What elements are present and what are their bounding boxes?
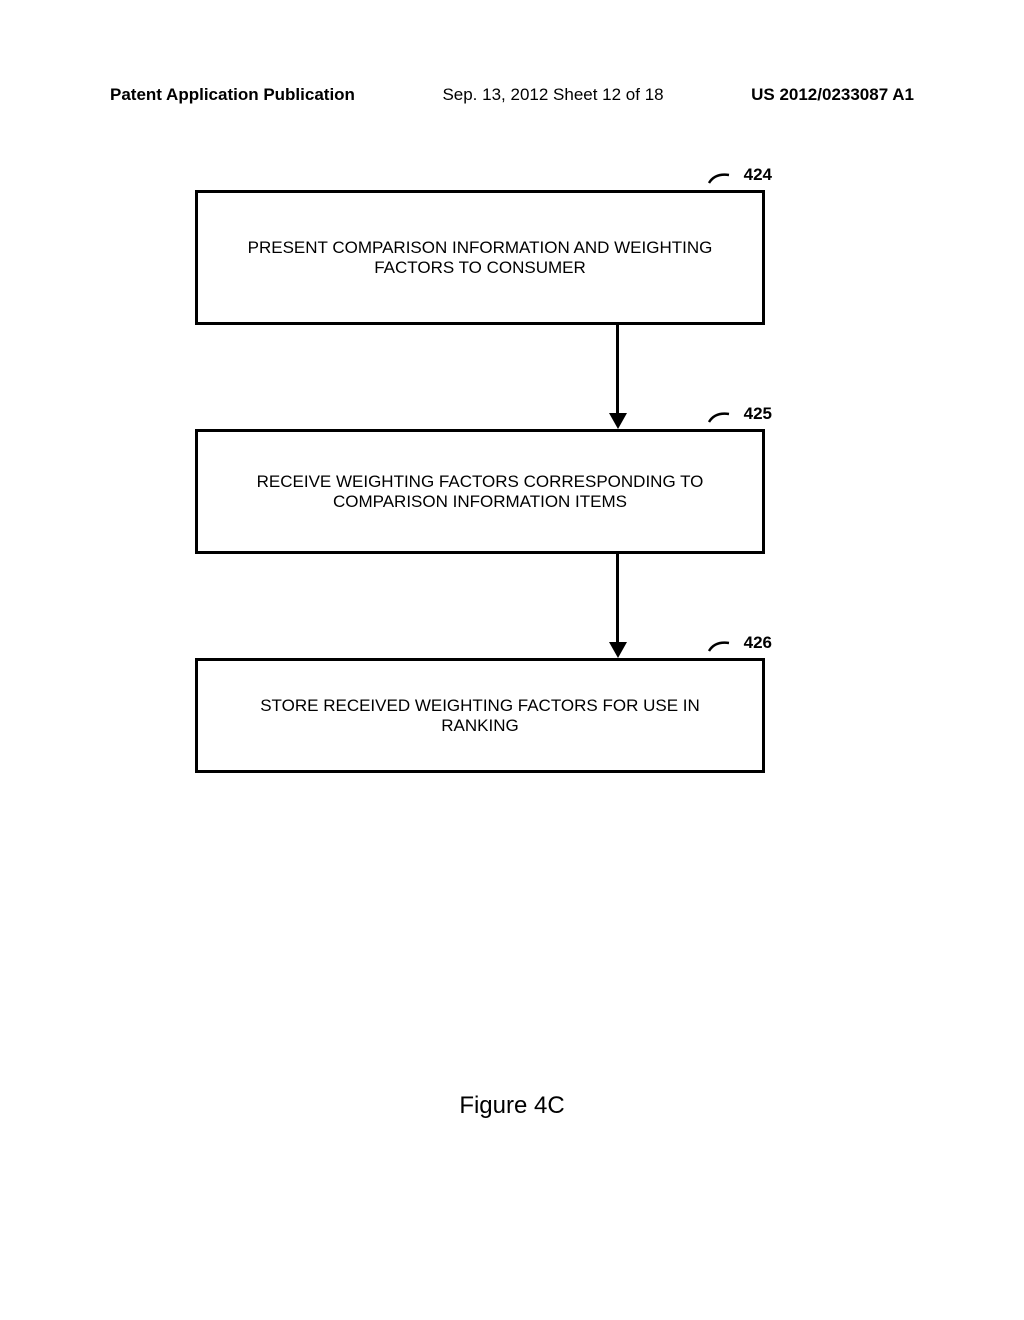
figure-caption: Figure 4C — [0, 1092, 1024, 1120]
date-sheet-info: Sep. 13, 2012 Sheet 12 of 18 — [442, 85, 663, 105]
page-header: Patent Application Publication Sep. 13, … — [0, 85, 1024, 105]
flow-box-425: 425 RECEIVE WEIGHTING FACTORS CORRESPOND… — [195, 429, 765, 554]
label-curve-icon — [707, 171, 732, 186]
box-label-424: 424 — [744, 165, 772, 185]
box-text-426: STORE RECEIVED WEIGHTING FACTORS FOR USE… — [228, 696, 732, 736]
box-text-425: RECEIVE WEIGHTING FACTORS CORRESPONDING … — [228, 472, 732, 512]
box-label-426: 426 — [744, 633, 772, 653]
flow-box-426: 426 STORE RECEIVED WEIGHTING FACTORS FOR… — [195, 658, 765, 773]
label-curve-icon — [707, 639, 732, 654]
box-label-425: 425 — [744, 404, 772, 424]
publication-type: Patent Application Publication — [110, 85, 355, 105]
flowchart-diagram: 424 PRESENT COMPARISON INFORMATION AND W… — [195, 190, 765, 773]
label-curve-icon — [707, 410, 732, 425]
flow-box-424: 424 PRESENT COMPARISON INFORMATION AND W… — [195, 190, 765, 325]
box-text-424: PRESENT COMPARISON INFORMATION AND WEIGH… — [228, 238, 732, 278]
publication-number: US 2012/0233087 A1 — [751, 85, 914, 105]
